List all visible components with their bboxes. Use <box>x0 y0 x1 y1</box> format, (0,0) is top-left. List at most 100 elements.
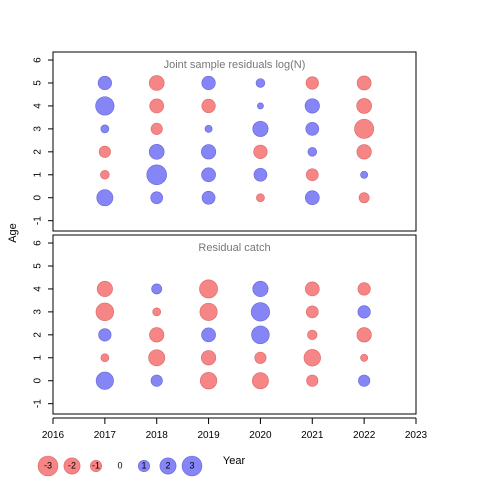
bubble-point <box>100 170 110 180</box>
bubble-point <box>252 120 269 137</box>
y-tick-label: 5 <box>33 263 44 269</box>
bubble-point <box>360 170 369 179</box>
legend-bubble <box>63 457 81 475</box>
legend-bubble <box>37 455 59 477</box>
bubble-point <box>200 350 217 366</box>
y-tick-label: 6 <box>33 240 44 246</box>
bubble-point <box>307 147 318 157</box>
bubble-point <box>358 374 371 387</box>
bubble-point <box>305 168 319 182</box>
bubble-point <box>357 305 371 319</box>
bubble-point <box>148 349 166 367</box>
bubble-point <box>150 122 163 135</box>
bubble-point <box>356 327 372 343</box>
bubble-point <box>354 118 375 139</box>
x-tick-label: 2017 <box>94 430 117 441</box>
y-tick-label: 4 <box>33 103 44 109</box>
bubble-point <box>96 280 113 297</box>
bubble-point <box>356 75 372 91</box>
panel-frame <box>52 51 417 232</box>
bubble-point <box>251 372 269 390</box>
y-tick-label: 0 <box>33 378 44 384</box>
y-tick-label: 3 <box>33 309 44 315</box>
legend-label: 1 <box>141 460 146 470</box>
bubble-point <box>356 144 372 160</box>
bubble-point <box>95 96 115 116</box>
y-tick-label: 1 <box>33 172 44 178</box>
bubble-point <box>200 144 217 160</box>
bubble-point <box>150 374 163 387</box>
bubble-point <box>100 353 110 363</box>
legend-label: 3 <box>189 460 194 470</box>
x-tick-label: 2016 <box>42 430 65 441</box>
y-tick-label: 2 <box>33 332 44 338</box>
bubble-point <box>149 327 165 343</box>
bubble-point <box>152 307 162 317</box>
bubble-point <box>256 102 264 110</box>
bubble-point <box>201 167 216 183</box>
bubble-point <box>251 325 270 345</box>
bubble-point <box>305 76 319 90</box>
bubble-point <box>306 374 319 387</box>
bubble-point <box>151 283 163 295</box>
x-axis-label: Year <box>223 455 246 467</box>
x-tick-label: 2021 <box>301 430 324 441</box>
bubble-point <box>253 167 268 182</box>
legend-bubble <box>89 459 103 473</box>
bubble-point <box>199 279 219 299</box>
y-tick-label: 1 <box>33 355 44 361</box>
bubble-point <box>307 329 318 340</box>
bubble-point <box>305 305 319 319</box>
bubble-point <box>201 98 216 114</box>
bubble-point <box>201 75 216 91</box>
bubble-point <box>304 190 320 206</box>
legend-bubble <box>137 459 151 473</box>
y-tick-label: 6 <box>33 57 44 63</box>
x-tick-label: 2022 <box>353 430 376 441</box>
y-tick-label: 4 <box>33 286 44 292</box>
bubble-point <box>95 302 115 322</box>
panel-title: Joint sample residuals log(N) <box>164 59 306 71</box>
bubble-point <box>98 328 112 342</box>
bubble-point <box>356 98 372 114</box>
bubble-point <box>146 164 168 186</box>
y-tick-label: 3 <box>33 126 44 132</box>
bubble-point <box>252 280 269 297</box>
bubble-point <box>303 349 321 367</box>
y-tick-label: -1 <box>33 216 44 225</box>
legend-bubble <box>181 455 203 477</box>
legend-label: -3 <box>44 460 52 470</box>
bubble-point <box>304 98 320 114</box>
bubble-point <box>358 192 370 204</box>
y-axis-label: Age <box>7 223 19 243</box>
bubble-point <box>360 353 369 362</box>
bubble-point <box>357 282 371 296</box>
bubble-point <box>305 121 320 136</box>
bubble-point <box>201 327 216 343</box>
legend-label: -2 <box>68 460 76 470</box>
legend-label: 0 <box>117 460 122 470</box>
bubble-point <box>148 75 165 91</box>
bubble-point <box>100 124 110 134</box>
bubble-point <box>304 281 320 297</box>
y-tick-label: -1 <box>33 399 44 408</box>
legend-label: 2 <box>165 460 170 470</box>
panel-frame <box>52 234 417 415</box>
bubble-point <box>96 189 114 207</box>
x-tick-label: 2020 <box>249 430 272 441</box>
x-tick-label: 2018 <box>146 430 169 441</box>
bubble-point <box>148 143 165 160</box>
bubble-point <box>150 191 164 205</box>
bubble-point <box>97 75 112 91</box>
y-tick-label: 5 <box>33 80 44 86</box>
bubble-point <box>254 351 267 364</box>
bubble-point <box>204 124 213 133</box>
bubble-point <box>201 190 216 205</box>
legend-bubble <box>159 457 177 475</box>
x-tick-label: 2019 <box>197 430 220 441</box>
bubble-point <box>149 98 165 114</box>
x-tick-label: 2023 <box>405 430 428 441</box>
bubble-point <box>98 145 111 158</box>
